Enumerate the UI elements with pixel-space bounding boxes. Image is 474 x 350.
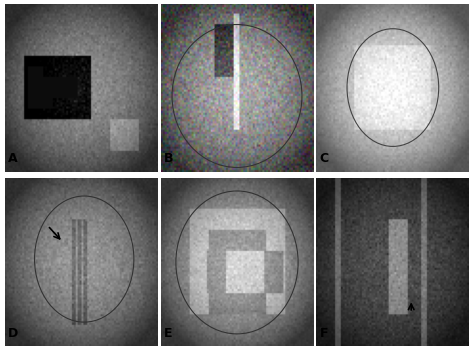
Text: E: E — [164, 327, 172, 340]
Text: D: D — [8, 327, 18, 340]
Text: C: C — [319, 152, 328, 165]
Text: F: F — [319, 327, 328, 340]
Text: B: B — [164, 152, 173, 165]
Text: A: A — [8, 152, 18, 165]
